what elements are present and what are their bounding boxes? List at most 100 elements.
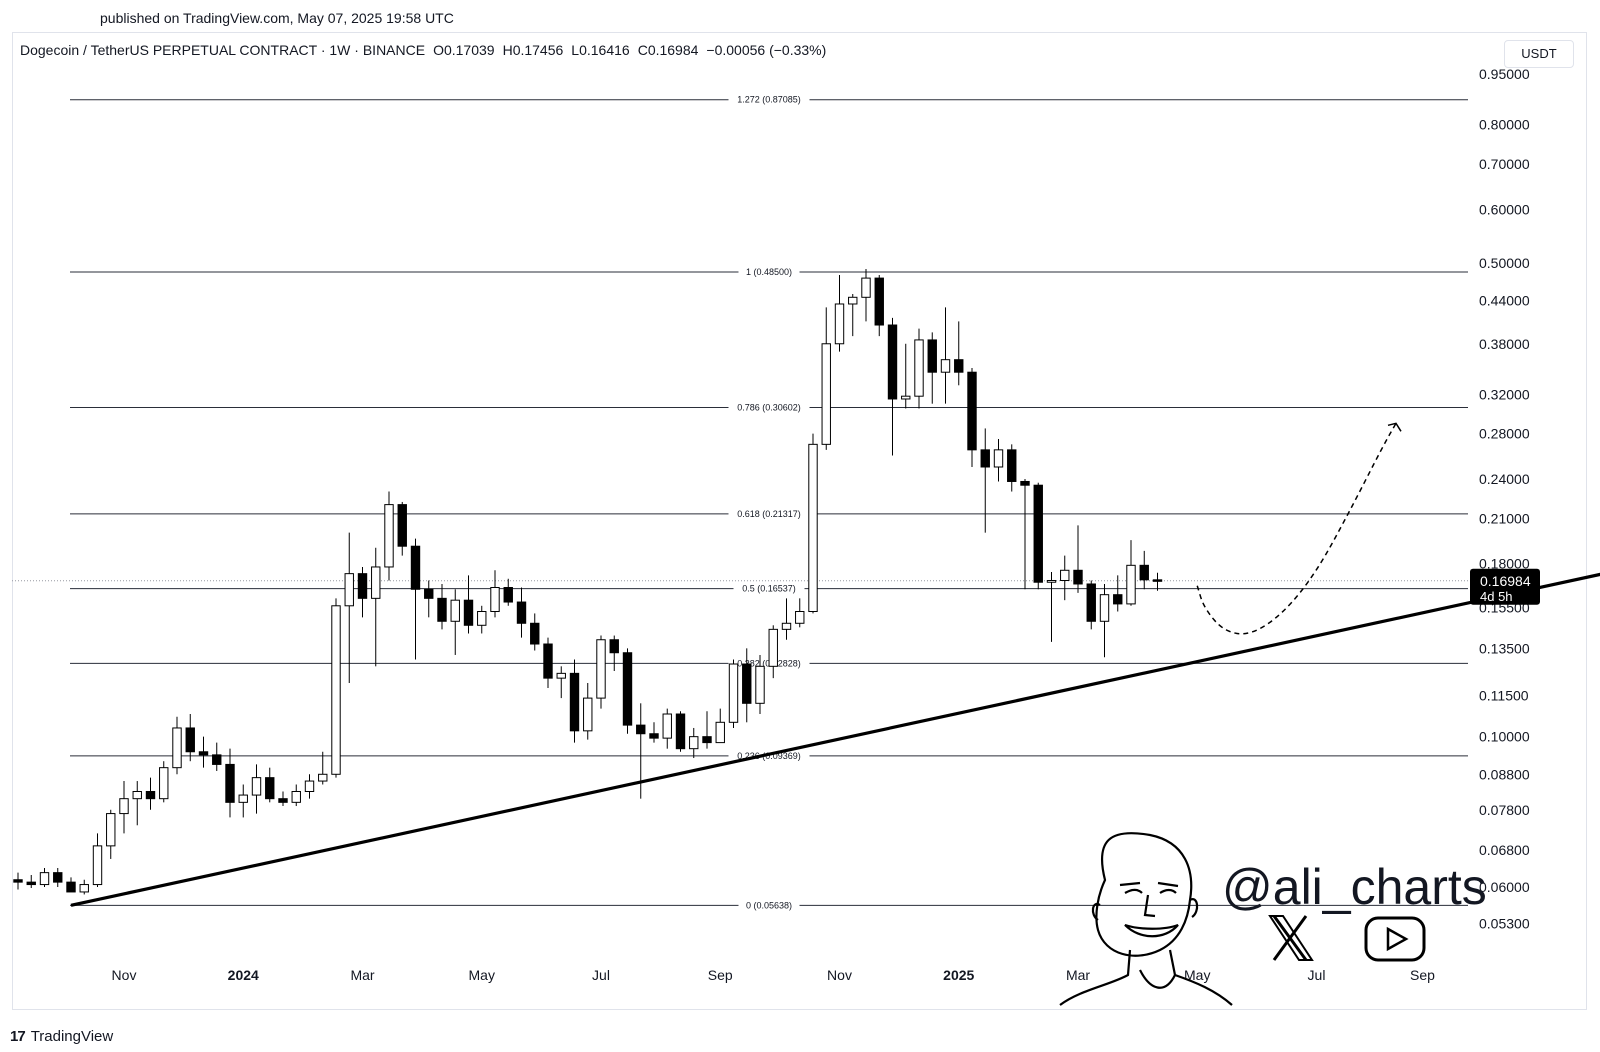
candle [1060, 555, 1070, 601]
candle-body [119, 798, 129, 815]
y-axis-tick-label: 0.06800 [1479, 842, 1530, 858]
candle [1126, 540, 1136, 606]
candle-body [821, 343, 831, 445]
candle [291, 784, 301, 807]
candle-body [291, 790, 301, 803]
x-icon [1268, 915, 1314, 961]
author-handle: @ali_charts [1222, 859, 1487, 915]
x-axis-tick-label: Mar [350, 967, 374, 983]
candle [808, 433, 818, 614]
candle-body [728, 663, 739, 723]
fib-level-label: 0.618 (0.21317) [737, 509, 801, 519]
candle-body [357, 573, 368, 599]
bar-countdown: 4d 5h [1480, 589, 1513, 604]
candle-body [198, 751, 209, 756]
candle-body [675, 713, 686, 750]
candles-layer [13, 268, 1163, 895]
candle-body [1152, 579, 1163, 582]
candle-body [1060, 569, 1070, 581]
candle [609, 635, 619, 671]
candle [463, 575, 474, 634]
candle [689, 727, 699, 759]
candle [503, 578, 513, 606]
candle [238, 784, 248, 818]
candle-body [397, 504, 407, 547]
candle [622, 648, 633, 734]
y-axis-tick-label: 0.06000 [1479, 879, 1530, 895]
candle-body [145, 790, 156, 800]
candle [543, 637, 553, 688]
tradingview-logo-icon: 17 [10, 1028, 26, 1045]
x-axis-tick-label: Jul [592, 967, 610, 983]
candle-body [914, 339, 924, 397]
candle-body [1073, 569, 1083, 585]
candle [993, 438, 1004, 482]
candle-body [437, 597, 447, 622]
x-axis-tick-label: May [1184, 967, 1210, 983]
x-axis-tick-label: May [469, 967, 495, 983]
y-axis-tick-label: 0.50000 [1479, 255, 1530, 271]
change-value: −0.00056 (−0.33%) [706, 42, 827, 58]
candle-body [371, 566, 381, 599]
price-tag-bg [1470, 568, 1540, 605]
candle-body [887, 324, 898, 400]
candle-body [66, 881, 76, 893]
candle-body [702, 736, 712, 744]
candle-body [39, 872, 50, 886]
tradingview-brand: TradingView [30, 1028, 114, 1045]
candle [172, 716, 182, 775]
candle-body [278, 798, 288, 803]
y-axis-tick-label: 0.95000 [1479, 66, 1530, 82]
currency-unit-button[interactable]: USDT [1504, 40, 1574, 68]
y-axis-tick-label: 0.32000 [1479, 386, 1530, 402]
projection-arrowhead [1387, 422, 1402, 432]
candle [212, 742, 222, 771]
candle [781, 598, 792, 640]
candle-body [159, 767, 169, 800]
candle-body [742, 663, 752, 704]
candle [530, 613, 540, 651]
candle [768, 625, 778, 679]
candle [39, 868, 50, 887]
candle [927, 332, 937, 404]
candle-body [26, 881, 36, 886]
candle-body [755, 665, 765, 704]
y-axis-tick-label: 0.05300 [1479, 916, 1530, 932]
candle [145, 777, 156, 810]
tradingview-footer[interactable]: 17 TradingView [10, 1028, 113, 1045]
candle [92, 833, 103, 887]
candle [967, 367, 977, 467]
close-value: C0.16984 [637, 42, 699, 58]
candle-body [384, 504, 394, 568]
x-axis-tick-label: Nov [112, 967, 137, 983]
candle [132, 781, 142, 826]
candle [66, 877, 76, 893]
candle-body [304, 780, 315, 792]
candle [887, 317, 898, 456]
fib-label-bg [728, 507, 810, 519]
candle [1152, 572, 1163, 591]
y-axis-tick-label: 0.60000 [1479, 201, 1530, 217]
ali-avatar [1059, 832, 1233, 1006]
candle [728, 659, 739, 728]
candle [1020, 479, 1030, 590]
candle [278, 791, 288, 807]
candle [424, 580, 434, 618]
candle-body [132, 790, 142, 800]
candle [848, 294, 858, 337]
candle-body [556, 672, 566, 679]
candle-body [79, 884, 89, 893]
candle-body [318, 773, 328, 782]
youtube-icon [1364, 916, 1426, 962]
candle-body [212, 754, 222, 765]
candle [1007, 444, 1017, 492]
candle [1086, 580, 1096, 630]
candle-body [1126, 564, 1136, 605]
candle-body [172, 727, 182, 769]
candle [1139, 550, 1149, 590]
candle-body [901, 395, 911, 400]
projection-path [1196, 422, 1397, 635]
candle-body [225, 763, 235, 803]
candle-body [781, 622, 792, 630]
